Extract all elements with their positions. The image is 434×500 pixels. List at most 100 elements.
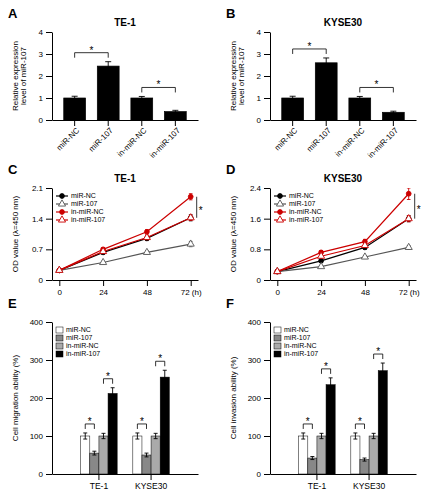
legend-label: miR-NC <box>284 326 309 333</box>
panel-label: F <box>226 296 234 311</box>
marker <box>274 267 281 273</box>
tick-label: 2 <box>39 72 44 81</box>
error-bar-cap <box>139 96 145 97</box>
tick-label: 72 (h) <box>399 288 420 297</box>
error-bar <box>357 96 363 99</box>
tick-label: 4 <box>39 28 44 37</box>
error-bar-cap <box>407 221 411 222</box>
tick-mark <box>264 219 270 220</box>
significance-label: * <box>306 416 310 427</box>
y-axis-line <box>52 33 53 121</box>
error-bar <box>310 457 314 460</box>
tick-label: 72 (h) <box>181 288 202 297</box>
tick: 400 <box>30 318 52 327</box>
bar <box>360 460 369 474</box>
bar <box>382 112 404 120</box>
x-axis-line <box>271 474 417 475</box>
legend-swatch <box>56 351 63 357</box>
line-series <box>56 214 195 273</box>
significance-label: * <box>89 45 93 56</box>
tick-mark <box>46 474 52 475</box>
error-bar <box>301 433 305 439</box>
legend-marker <box>60 210 65 215</box>
tick: 200 <box>30 394 52 403</box>
tick-mark <box>264 32 270 33</box>
error-bar-stem <box>303 433 304 439</box>
plot-area <box>282 58 405 120</box>
legend-swatch <box>274 335 281 341</box>
line <box>277 194 408 272</box>
bar <box>164 112 186 120</box>
significance-label: * <box>158 353 162 364</box>
significance-bracket <box>196 197 197 218</box>
tick: 3 <box>257 50 270 59</box>
y-axis: 01234 <box>257 28 271 125</box>
line-series <box>57 194 193 273</box>
error-bar-cap <box>92 455 96 456</box>
marker <box>318 252 325 258</box>
bar <box>133 436 142 474</box>
tick: 0.7 <box>32 245 52 254</box>
legend: miR-NCmiR-107in-miR-NCin-miR-107 <box>274 326 318 357</box>
legend-item: miR-NC <box>56 192 96 199</box>
significance-label: * <box>88 416 92 427</box>
tick: miR-107 <box>87 120 115 154</box>
error-bar <box>145 453 149 457</box>
tick: 0 <box>39 116 52 125</box>
error-bar <box>154 433 158 438</box>
marker <box>361 241 368 247</box>
error-bar-cap <box>83 432 87 433</box>
tick-mark <box>147 280 148 286</box>
significance-label: * <box>140 416 144 427</box>
plot-area <box>299 363 388 474</box>
tick: 0 <box>257 276 270 285</box>
error-bar-cap <box>72 96 78 97</box>
error-bar-stem <box>292 96 293 100</box>
error-bar-stem <box>373 433 374 438</box>
error-bar-cap <box>111 387 115 388</box>
tick: 400 <box>248 318 270 327</box>
error-bar-stem <box>312 457 313 460</box>
error-bar-stem <box>155 433 156 438</box>
x-axis: 0244872 (h) <box>271 280 420 297</box>
tick: 2 <box>257 72 270 81</box>
legend-label: in-miR-NC <box>284 342 317 349</box>
line-series <box>275 216 411 274</box>
legend-swatch <box>56 327 63 333</box>
bar <box>64 98 86 120</box>
tick-label: 1 <box>39 94 44 103</box>
line-series <box>274 215 413 274</box>
error-bar-cap <box>329 377 333 378</box>
tick: TE-1 <box>308 474 327 491</box>
annotations: **** <box>303 346 383 429</box>
legend-marker <box>278 210 283 215</box>
tick-mark <box>108 120 109 126</box>
legend-item: in-miR-NC <box>274 208 322 215</box>
error-bar <box>172 110 178 113</box>
error-bar-cap <box>72 99 78 100</box>
tick: 3 <box>39 50 52 59</box>
tick-mark <box>74 120 75 126</box>
y-axis: 0100200300400 <box>30 318 53 479</box>
y-axis-title: Cell invasion ability (%) <box>229 356 238 439</box>
legend-swatch <box>56 335 63 341</box>
tick-label: miR-107 <box>87 126 115 154</box>
error-bar <box>290 96 296 100</box>
legend-item: miR-107 <box>274 334 311 341</box>
tick-mark <box>59 280 60 286</box>
error-bar-stem <box>330 378 331 392</box>
marker <box>100 258 107 264</box>
tick: in-miR-107 <box>148 120 182 160</box>
tick: 0 <box>257 470 270 479</box>
tick: 4 <box>257 28 270 37</box>
legend-swatch <box>274 327 281 333</box>
legend-item: in-miR-107 <box>274 216 323 224</box>
tick-label: in-miR-107 <box>366 126 400 160</box>
marker <box>406 191 411 196</box>
y-axis: 0100200300400 <box>248 318 271 479</box>
annotations: **** <box>85 353 165 429</box>
legend-label: miR-107 <box>289 200 316 207</box>
panel: *00.81.62.40244872 (h)miR-NCmiR-107in-mi… <box>226 162 421 297</box>
error-bar-cap <box>407 221 411 222</box>
tick-mark <box>103 280 104 286</box>
